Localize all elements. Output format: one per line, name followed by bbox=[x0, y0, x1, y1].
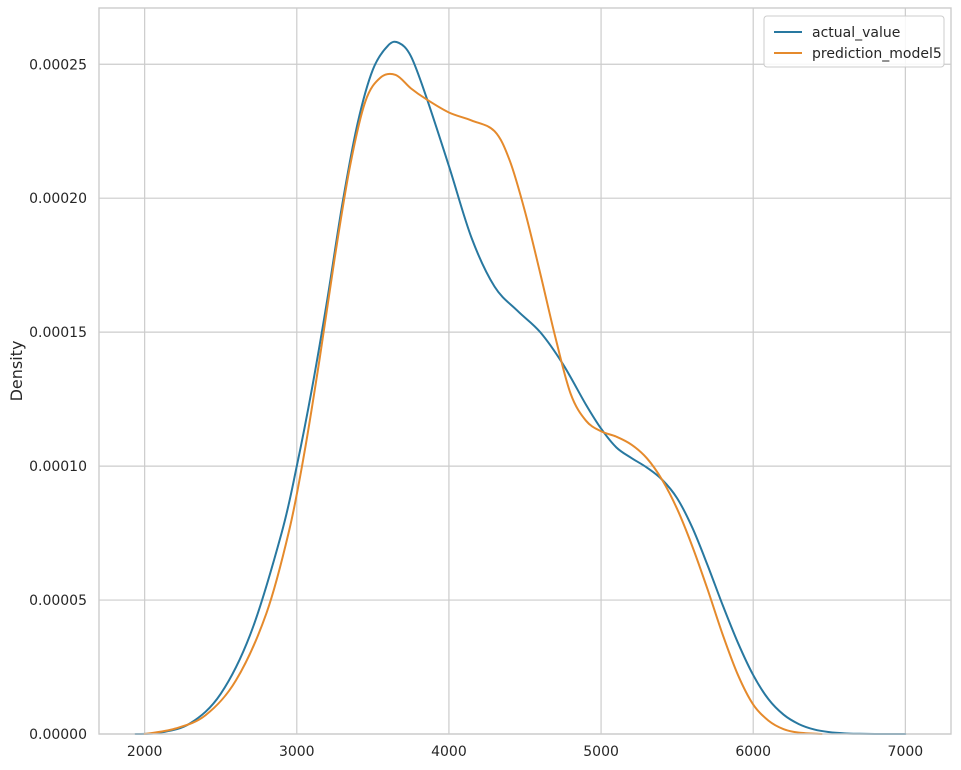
x-tick-label: 2000 bbox=[127, 744, 163, 760]
grid-lines bbox=[99, 8, 951, 735]
y-tick-label: 0.00015 bbox=[29, 325, 87, 341]
series-line-prediction-model5 bbox=[143, 72, 823, 735]
x-tick-label: 3000 bbox=[279, 744, 315, 760]
legend-box bbox=[763, 15, 945, 68]
x-tick-label: 4000 bbox=[431, 744, 467, 760]
series-lines bbox=[134, 40, 907, 736]
series-line-actual-value bbox=[134, 40, 907, 736]
y-tick-label: 0.00010 bbox=[29, 459, 87, 475]
y-tick-label: 0.00020 bbox=[29, 191, 87, 207]
plot-frame bbox=[98, 7, 952, 735]
y-tick-label: 0.00005 bbox=[29, 593, 87, 609]
x-tick-label: 7000 bbox=[888, 744, 924, 760]
y-tick-label: 0.00000 bbox=[29, 727, 87, 743]
legend: actual_value prediction_model5 bbox=[763, 15, 945, 68]
x-tick-label: 5000 bbox=[583, 744, 619, 760]
x-tick-label: 6000 bbox=[735, 744, 771, 760]
y-axis-label: Density bbox=[7, 341, 26, 402]
y-tick-label: 0.00025 bbox=[29, 57, 87, 73]
legend-label: actual_value bbox=[812, 25, 900, 41]
y-axis-ticks: 0.00000 0.00005 0.00010 0.00015 0.00020 0.000… bbox=[29, 57, 87, 743]
legend-label: prediction_model5 bbox=[812, 46, 942, 62]
x-axis-ticks: 2000 3000 4000 5000 6000 7000 bbox=[127, 744, 923, 760]
